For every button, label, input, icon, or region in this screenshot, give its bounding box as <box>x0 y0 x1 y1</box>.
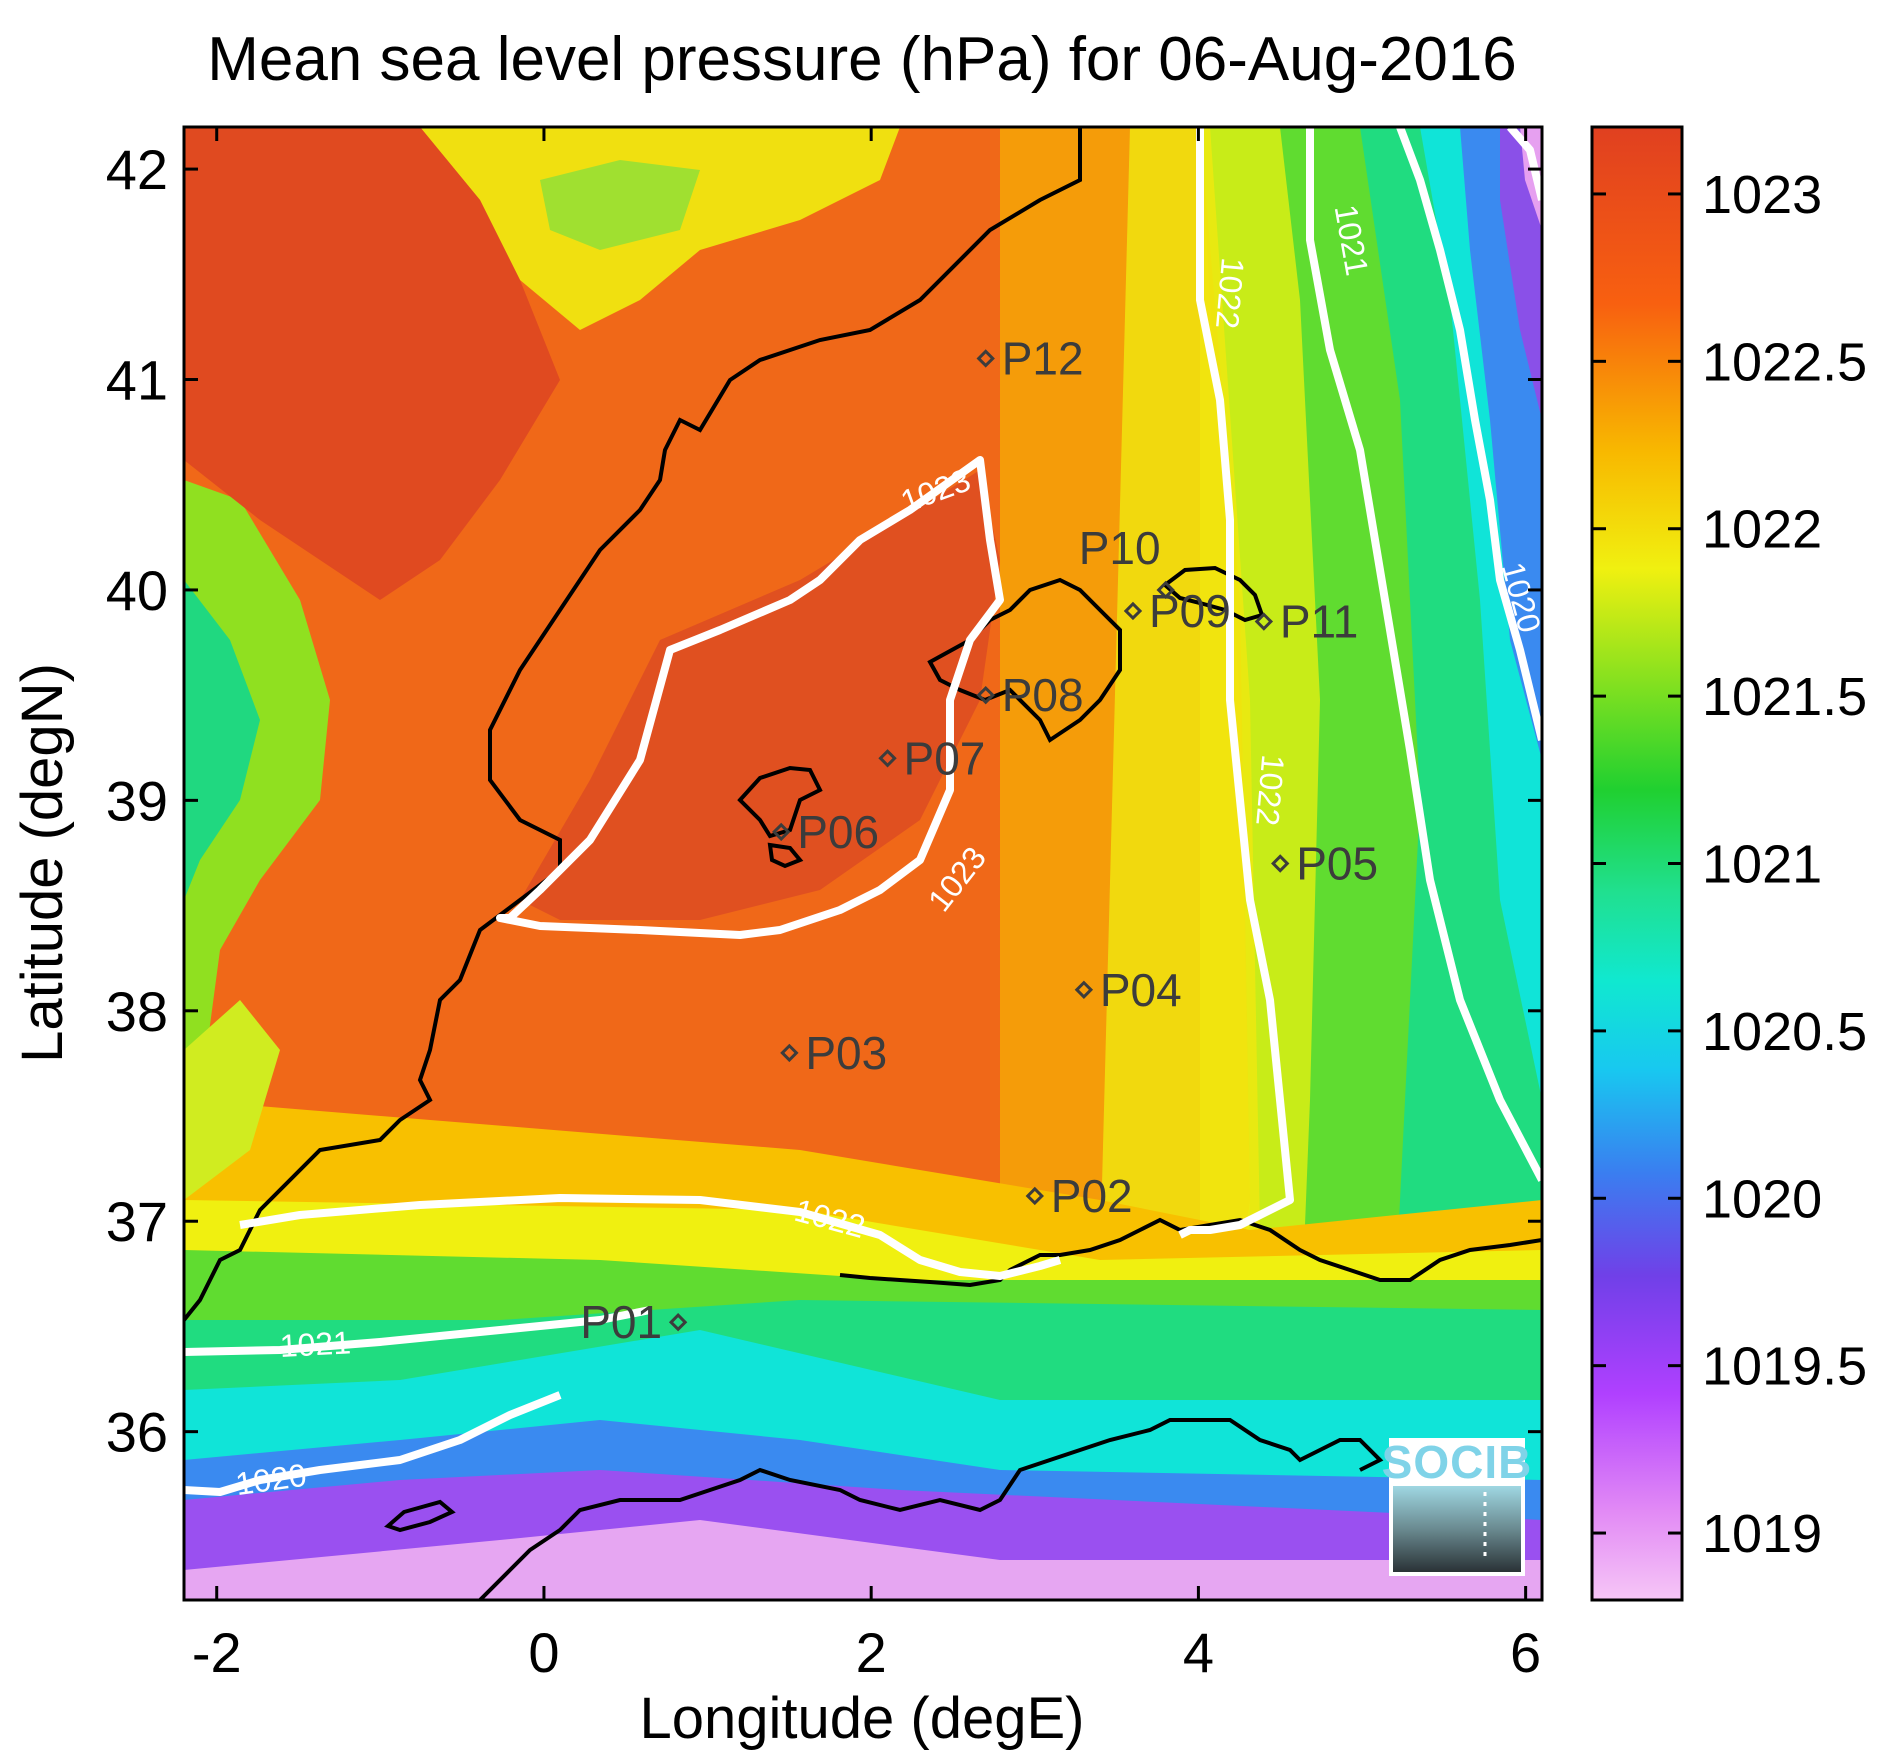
station-label: P10 <box>1079 522 1161 574</box>
station-label: P11 <box>1280 596 1358 648</box>
station-label: P01 <box>580 1296 662 1348</box>
y-tick-label: 38 <box>106 980 168 1043</box>
station-marker <box>1254 612 1274 631</box>
station-marker <box>780 1043 799 1063</box>
colorbar-tick-label: 1019 <box>1702 1504 1822 1564</box>
x-tick-label: -2 <box>192 1621 242 1684</box>
socib-logo-text: SOCIB <box>1382 1436 1533 1488</box>
station-marker <box>976 349 995 368</box>
colorbar-tick-label: 1021 <box>1702 835 1822 895</box>
y-axis-label: Latitude (degN) <box>10 663 75 1063</box>
contour-label-1022-north: 1022 <box>1209 256 1251 330</box>
pressure-field <box>184 127 1542 1600</box>
station-label: P07 <box>904 732 986 784</box>
station-marker <box>976 685 995 705</box>
station-marker <box>1271 854 1290 873</box>
y-tick-label: 36 <box>106 1401 168 1464</box>
y-tick-label: 37 <box>106 1190 168 1253</box>
station-label: P06 <box>797 806 879 858</box>
y-tick-label: 42 <box>106 138 168 201</box>
station-label: P08 <box>1002 669 1084 721</box>
chart-title: Mean sea level pressure (hPa) for 06-Aug… <box>207 25 1517 94</box>
x-tick-label: 0 <box>528 1621 559 1684</box>
colorbar-tick-label: 1020.5 <box>1702 1002 1867 1062</box>
x-tick-label: 6 <box>1510 1621 1541 1684</box>
colorbar: 1019 1019.5 1020 1020.5 1021 1021.5 1022 1022.5… <box>1590 125 1867 1602</box>
y-tick-label: 39 <box>106 769 168 832</box>
map-frame <box>182 125 1544 1602</box>
colorbar-tick-label: 1023 <box>1702 165 1822 225</box>
x-tick-label: 4 <box>1183 1621 1214 1684</box>
station-marker <box>668 1313 688 1332</box>
x-tick-label: 2 <box>856 1621 887 1684</box>
contour-label-1021-south: 1021 <box>279 1324 352 1364</box>
x-axis-label: Longitude (degE) <box>640 1686 1085 1751</box>
station-marker <box>1156 580 1175 600</box>
station-label: P03 <box>805 1027 887 1079</box>
isobars <box>184 127 1542 1496</box>
colorbar-tick-label: 1020 <box>1702 1169 1822 1229</box>
contour-label-1022-east: 1022 <box>1249 753 1291 827</box>
coastline <box>184 127 1542 1600</box>
station-label: P12 <box>1002 332 1084 384</box>
colorbar-tick-label: 1021.5 <box>1702 667 1867 727</box>
station-label: P02 <box>1051 1170 1133 1222</box>
colorbar-tick-label: 1022.5 <box>1702 332 1867 392</box>
y-tick-label: 40 <box>106 559 168 622</box>
station-label: P05 <box>1296 838 1378 890</box>
station-marker <box>772 822 791 842</box>
colorbar-gradient <box>1592 127 1682 1600</box>
colorbar-tick-label: 1019.5 <box>1702 1337 1867 1397</box>
y-tick-label: 41 <box>106 349 168 412</box>
station-marker <box>1074 980 1094 999</box>
station-marker <box>1123 601 1143 621</box>
map-axes: -2 0 2 4 6 36 37 38 39 40 41 42 <box>106 127 1542 1684</box>
station-label: P04 <box>1100 964 1182 1016</box>
station-marker <box>878 749 897 768</box>
station-marker <box>1025 1186 1044 1206</box>
colorbar-tick-label: 1022 <box>1702 500 1822 560</box>
socib-logo: SOCIB <box>1382 1436 1533 1576</box>
